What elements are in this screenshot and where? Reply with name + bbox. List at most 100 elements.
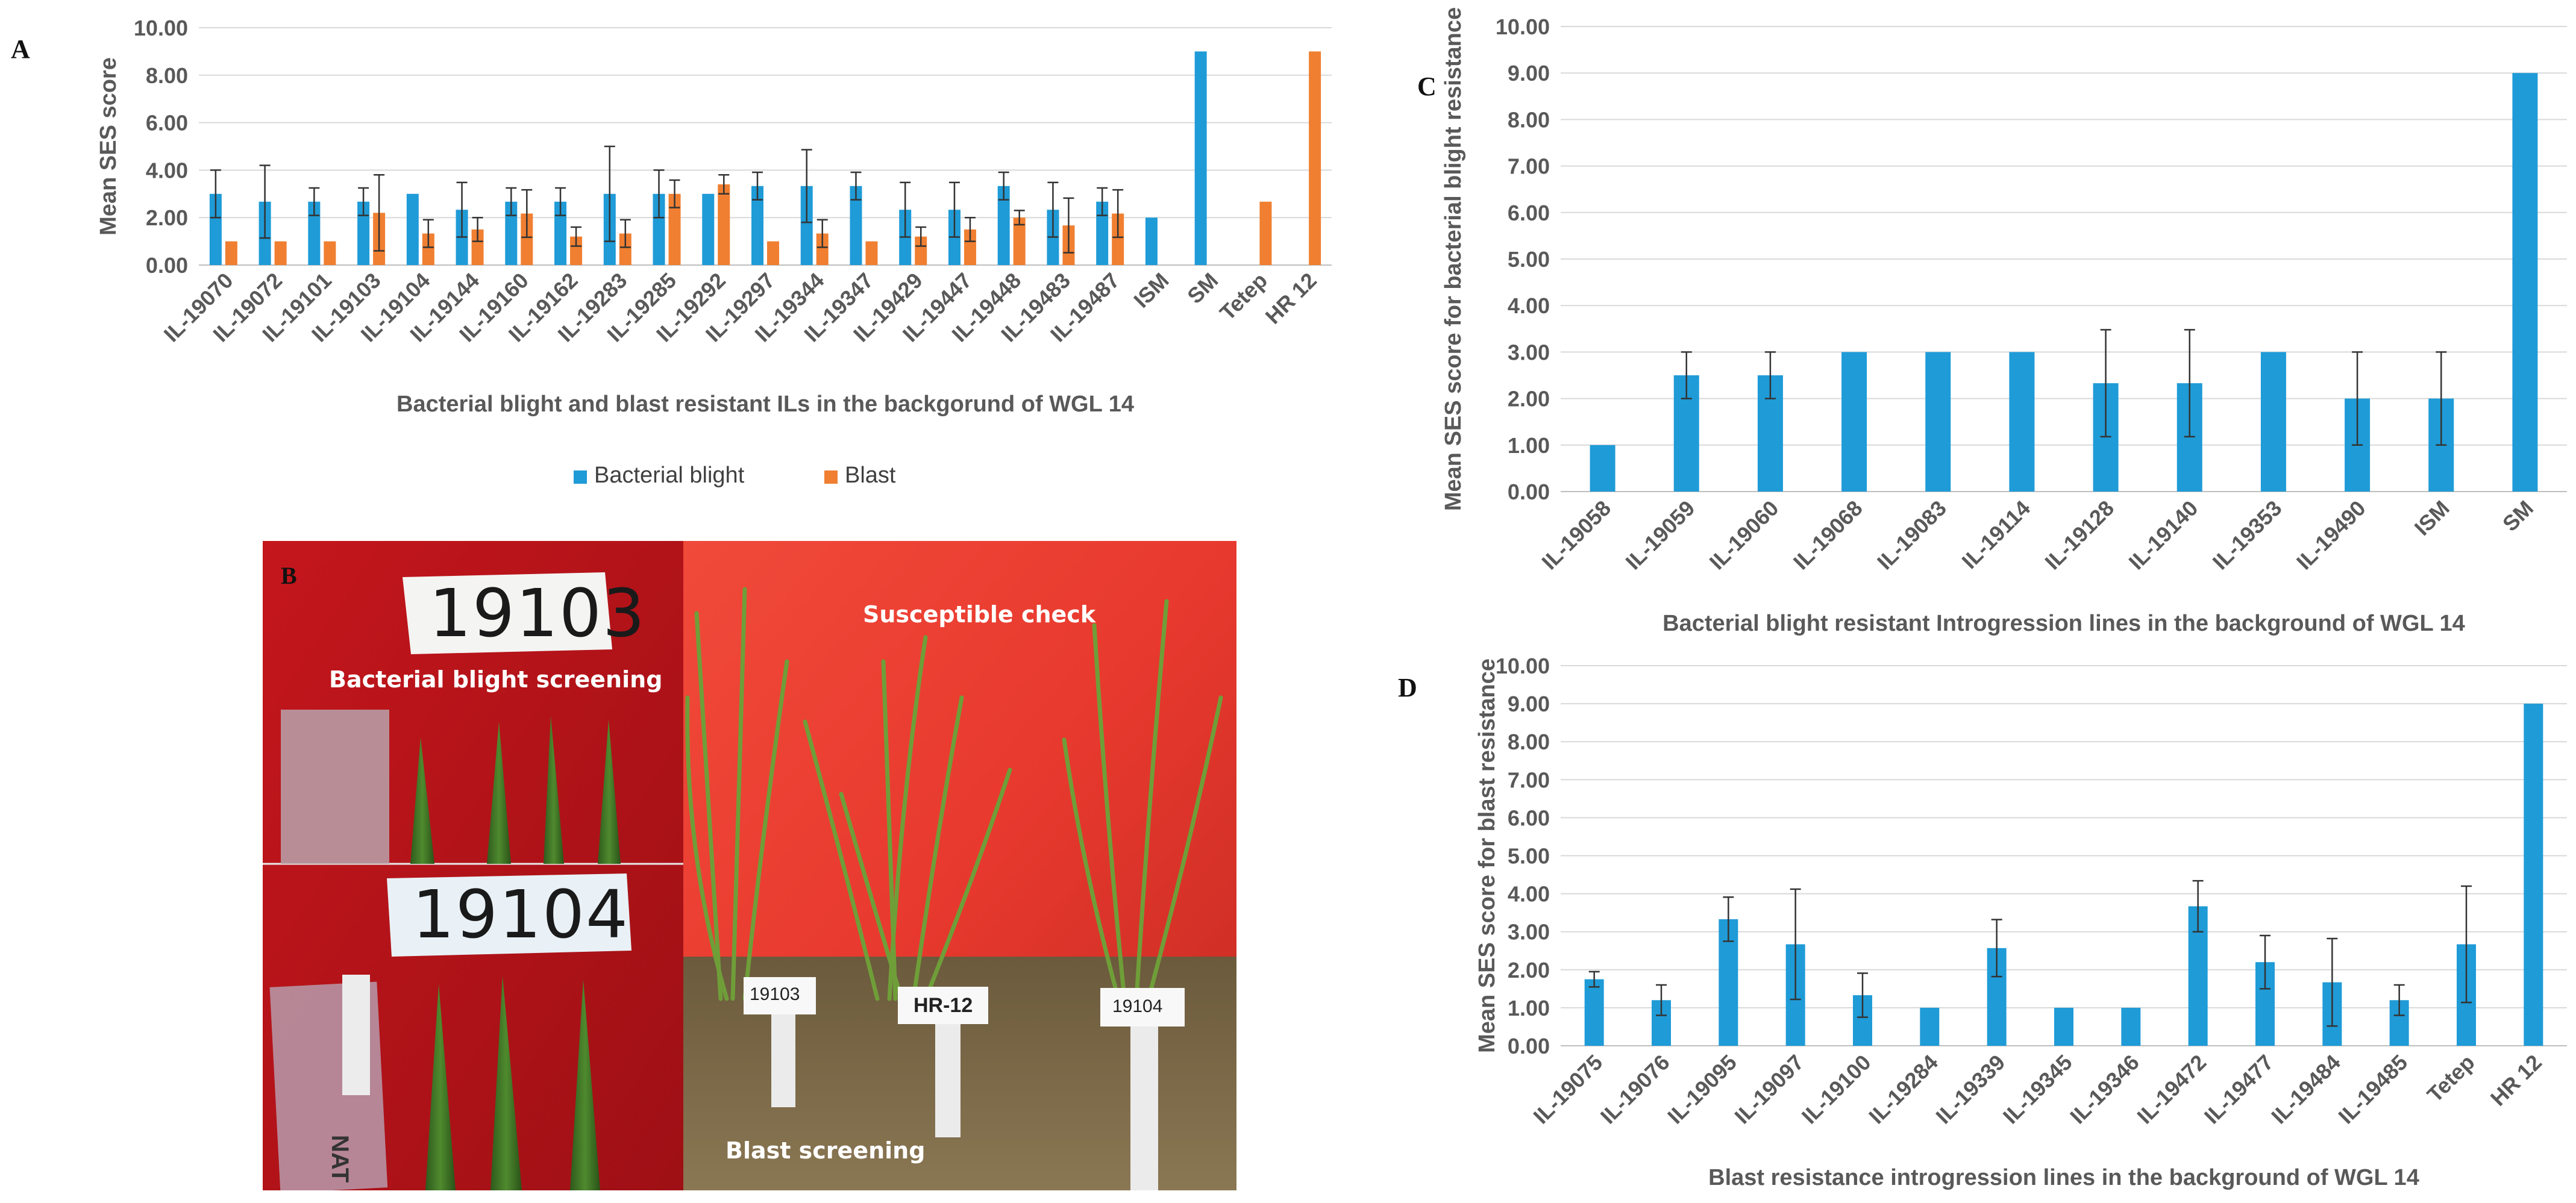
- bar: [324, 241, 336, 265]
- bar: [1590, 445, 1615, 492]
- chart-d: 0.00 1.00 2.00 3.00 4.00 5.00 6.00 7.00 8.00 9.00…: [1386, 651, 2576, 1203]
- x-tick-label: IL-19477: [2199, 1050, 2278, 1129]
- photo-panel-b: B 19103 19104 Bacterial blight screening…: [263, 541, 1236, 1190]
- y-tick-label: 4.00: [146, 158, 188, 183]
- bar: [751, 186, 763, 265]
- y-tick-label: 9.00: [1508, 692, 1550, 716]
- bar: [1013, 217, 1026, 265]
- x-tick-label: IL-19083: [1872, 496, 1951, 575]
- y-tick-label: 1.00: [1508, 433, 1550, 458]
- bar: [1925, 352, 1951, 492]
- y-tick-label: 8.00: [1508, 107, 1550, 132]
- x-tick-label: HR 12: [1261, 268, 1321, 329]
- x-tick-label: IL-19095: [1662, 1050, 1741, 1129]
- bar: [702, 193, 715, 265]
- chart-a: 0.00 2.00 4.00 6.00 8.00 10.00 IL-19070 IL-1907…: [0, 0, 1386, 518]
- x-tick-label: IL-19128: [2040, 496, 2119, 575]
- stake-label-19104: 19104: [1112, 996, 1163, 1016]
- x-tick-label: IL-19353: [2208, 496, 2287, 575]
- y-tick-label: 6.00: [1508, 805, 1550, 830]
- chart-c: 0.00 1.00 2.00 3.00 4.00 5.00 6.00 7.00 8.00 9.00…: [1386, 0, 2576, 651]
- x-tick-label: Tetep: [2422, 1050, 2480, 1107]
- bar: [619, 233, 631, 265]
- x-tick-label: IL-19490: [2292, 496, 2371, 575]
- y-tick-label: 10.00: [1496, 14, 1550, 39]
- bar: [209, 193, 222, 265]
- bar: [308, 201, 321, 265]
- x-axis-label: Bacterial blight resistant Introgression…: [1662, 611, 2465, 636]
- bar: [505, 201, 518, 265]
- x-tick-label: IL-19472: [2132, 1050, 2211, 1129]
- bar: [997, 186, 1010, 265]
- bar: [521, 213, 533, 265]
- bar: [2260, 352, 2286, 492]
- y-tick-label: 6.00: [146, 111, 188, 136]
- bar: [274, 241, 287, 265]
- legend-label: Bacterial blight: [594, 463, 745, 488]
- bar: [668, 193, 681, 265]
- y-tick-label: 2.00: [1508, 387, 1550, 411]
- x-tick-label: Tetep: [1215, 268, 1272, 325]
- y-tick-label: 6.00: [1508, 201, 1550, 225]
- bar: [2524, 704, 2543, 1046]
- x-tick-label: IL-19075: [1528, 1050, 1607, 1129]
- bar: [422, 233, 434, 265]
- bar: [850, 186, 862, 265]
- x-tick-label: IL-19346: [2065, 1050, 2144, 1129]
- y-tick-label: 0.00: [1508, 1034, 1550, 1058]
- y-tick-label: 10.00: [134, 16, 188, 40]
- ruler-text: NAT: [327, 1135, 353, 1183]
- x-tick-label: IL-19345: [1998, 1050, 2077, 1129]
- bar: [1145, 217, 1158, 265]
- y-tick-label: 7.00: [1508, 154, 1550, 179]
- x-tick-label: IL-19100: [1797, 1050, 1876, 1129]
- bar: [767, 241, 779, 265]
- x-tick-label: IL-19114: [1957, 496, 2035, 573]
- legend-label: Blast: [845, 463, 896, 488]
- tag-19104: 19104: [412, 876, 629, 953]
- x-tick-label: IL-19058: [1537, 496, 1615, 575]
- y-tick-label: 5.00: [1508, 844, 1550, 869]
- bar: [471, 229, 484, 265]
- x-tick-label: IL-19484: [2266, 1050, 2345, 1129]
- bar: [1584, 979, 1604, 1046]
- x-tick-label: IL-19076: [1596, 1050, 1675, 1129]
- y-axis-label: Mean SES score for bacterial blight resi…: [1441, 7, 1466, 511]
- y-tick-label: 0.00: [146, 253, 188, 278]
- x-tick-label: IL-19068: [1788, 496, 1867, 575]
- x-tick-label: IL-19339: [1931, 1050, 2010, 1129]
- bar: [1841, 352, 1867, 492]
- x-axis-label: Blast resistance introgression lines in …: [1708, 1165, 2419, 1190]
- y-tick-label: 2.00: [146, 205, 188, 230]
- bar: [964, 229, 976, 265]
- legend-swatch: [574, 470, 587, 484]
- x-tick-label: ISM: [1129, 268, 1173, 313]
- photo-illustration: [263, 541, 1236, 1190]
- y-tick-label: 4.00: [1508, 882, 1550, 907]
- chart-a-svg: 0.002.004.006.008.0010.00IL-19070IL-1907…: [96, 16, 1332, 488]
- x-tick-label: SM: [2498, 496, 2538, 536]
- bar: [1112, 213, 1124, 265]
- panel-label-c: C: [1417, 72, 1437, 101]
- bar: [800, 186, 813, 265]
- tag-19103: 19103: [429, 575, 646, 652]
- stake-label-19103: 19103: [750, 984, 800, 1004]
- bar: [1920, 1007, 1940, 1046]
- y-tick-label: 0.00: [1508, 480, 1550, 504]
- x-tick-label: ISM: [2410, 496, 2454, 540]
- bar: [915, 236, 927, 265]
- caption-susceptible-check: Susceptible check: [863, 601, 1096, 628]
- panel-label-a: A: [11, 34, 30, 64]
- y-tick-label: 10.00: [1496, 654, 1550, 678]
- x-tick-label: IL-19485: [2333, 1050, 2412, 1129]
- bar: [2512, 73, 2538, 492]
- y-tick-label: 7.00: [1508, 767, 1550, 792]
- bar: [554, 201, 567, 265]
- bar: [816, 233, 829, 265]
- y-tick-label: 3.00: [1508, 340, 1550, 364]
- panel-label-b: B: [281, 562, 297, 589]
- x-axis-label: Bacterial blight and blast resistant ILs…: [396, 392, 1134, 417]
- bar: [406, 193, 419, 265]
- bar: [2009, 352, 2035, 492]
- caption-blast-screening: Blast screening: [725, 1137, 926, 1164]
